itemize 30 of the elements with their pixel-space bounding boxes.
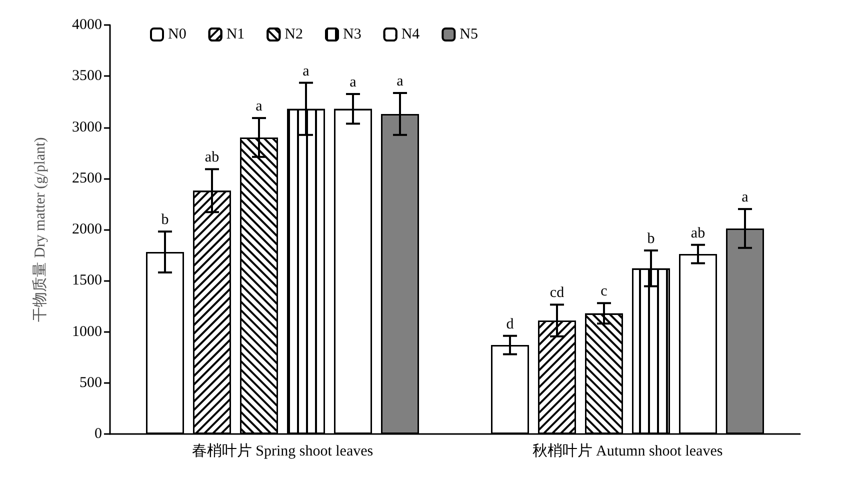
- data-label: ab: [204, 150, 220, 166]
- data-label: cd: [550, 285, 565, 302]
- data-label: b: [161, 212, 169, 228]
- data-label: c: [600, 284, 608, 300]
- y-tick-label: 0: [94, 426, 102, 442]
- y-tick-label: 3000: [72, 119, 102, 136]
- y-tick-label: 500: [80, 374, 102, 391]
- y-tick-label: 2500: [72, 170, 102, 186]
- y-tick-label: 4000: [72, 17, 102, 33]
- y-tick-label: 1500: [72, 272, 102, 289]
- data-label: ab: [690, 225, 706, 242]
- data-label: a: [350, 74, 357, 91]
- data-label: a: [256, 98, 263, 115]
- y-tick-label: 2000: [72, 222, 102, 238]
- legend-label: N3: [343, 26, 362, 42]
- y-tick-label: 1000: [72, 324, 102, 340]
- y-axis-title: 干物质量 Dry matter (g/plant): [32, 137, 48, 322]
- legend-label: N2: [284, 26, 304, 42]
- data-label: a: [742, 190, 749, 206]
- data-label: a: [302, 63, 310, 80]
- y-tick-label: 3500: [72, 68, 102, 84]
- x-tick-label: 秋梢叶片 Autumn shoot leaves: [532, 442, 723, 460]
- data-label: a: [396, 73, 404, 90]
- legend-label: N0: [168, 26, 186, 42]
- legend-label: N4: [401, 26, 420, 42]
- data-label: d: [506, 316, 514, 332]
- legend-label: N5: [460, 26, 478, 42]
- x-tick-label: 春梢叶片 Spring shoot leaves: [192, 442, 374, 460]
- data-label: b: [647, 230, 655, 247]
- legend-label: N1: [226, 26, 245, 42]
